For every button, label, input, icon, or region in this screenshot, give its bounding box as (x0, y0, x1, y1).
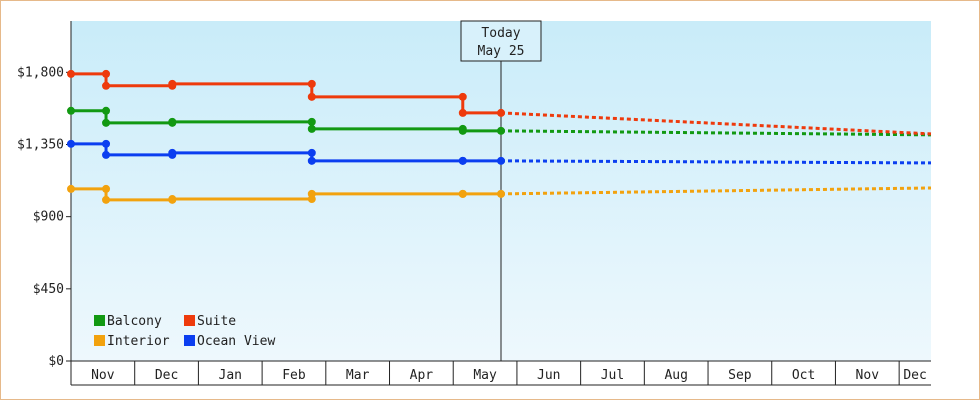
x-tick-label: Dec (903, 368, 926, 383)
series (67, 184, 932, 204)
price-point (102, 106, 111, 115)
price-point (102, 150, 111, 159)
price-point (168, 148, 177, 157)
x-tick-label: Nov (856, 368, 880, 383)
x-tick-label: Aug (664, 368, 687, 383)
forecast-line (500, 159, 932, 165)
price-point (307, 124, 316, 133)
price-point (458, 92, 467, 101)
today-date: May 25 (478, 44, 525, 59)
series (67, 139, 932, 165)
price-point (102, 195, 111, 204)
price-point (458, 126, 467, 135)
legend-label: Balcony (107, 314, 162, 329)
price-point (458, 108, 467, 117)
series (67, 106, 932, 137)
forecast-line (500, 186, 932, 196)
x-tick-label: Feb (282, 368, 306, 383)
x-tick-label: Apr (410, 368, 434, 383)
price-point (168, 79, 177, 88)
x-tick-label: Jul (601, 368, 624, 383)
price-point (102, 184, 111, 193)
price-point (307, 189, 316, 198)
price-point (307, 92, 316, 101)
legend-swatch (184, 315, 195, 326)
legend-label: Suite (197, 314, 236, 329)
legend-swatch (94, 315, 105, 326)
legend-label: Ocean View (197, 334, 275, 349)
price-point (168, 117, 177, 126)
today-box (460, 20, 542, 62)
y-tick-label: $0 (48, 354, 64, 369)
legend-label: Interior (107, 334, 170, 349)
price-point (67, 184, 75, 193)
x-tick-label: May (473, 368, 497, 383)
legend-swatch (94, 335, 105, 346)
y-tick-label: $1,800 (17, 65, 64, 80)
price-point (307, 156, 316, 165)
price-point (307, 117, 316, 126)
y-tick-label: $900 (33, 210, 64, 225)
x-tick-label: Oct (792, 368, 815, 383)
price-point (458, 156, 467, 165)
price-point (102, 69, 111, 78)
today-title: Today (481, 26, 520, 41)
price-point (168, 195, 177, 204)
price-point (67, 139, 75, 148)
price-point (102, 139, 111, 148)
x-tick-label: Sep (728, 368, 752, 383)
x-tick-label: Jun (537, 368, 560, 383)
y-tick-label: $1,350 (17, 137, 64, 152)
y-tick-label: $450 (33, 282, 64, 297)
forecast-line (500, 129, 932, 137)
price-point (307, 148, 316, 157)
x-tick-label: Nov (91, 368, 115, 383)
forecast-line (500, 111, 932, 136)
price-point (67, 106, 75, 115)
x-tick-label: Mar (346, 368, 370, 383)
price-point (102, 81, 111, 90)
price-point (67, 69, 75, 78)
price-point (307, 79, 316, 88)
price-point (458, 189, 467, 198)
legend-swatch (184, 335, 195, 346)
x-tick-label: Dec (155, 368, 178, 383)
x-tick-label: Jan (219, 368, 242, 383)
series (67, 69, 932, 136)
price-point (102, 118, 111, 127)
